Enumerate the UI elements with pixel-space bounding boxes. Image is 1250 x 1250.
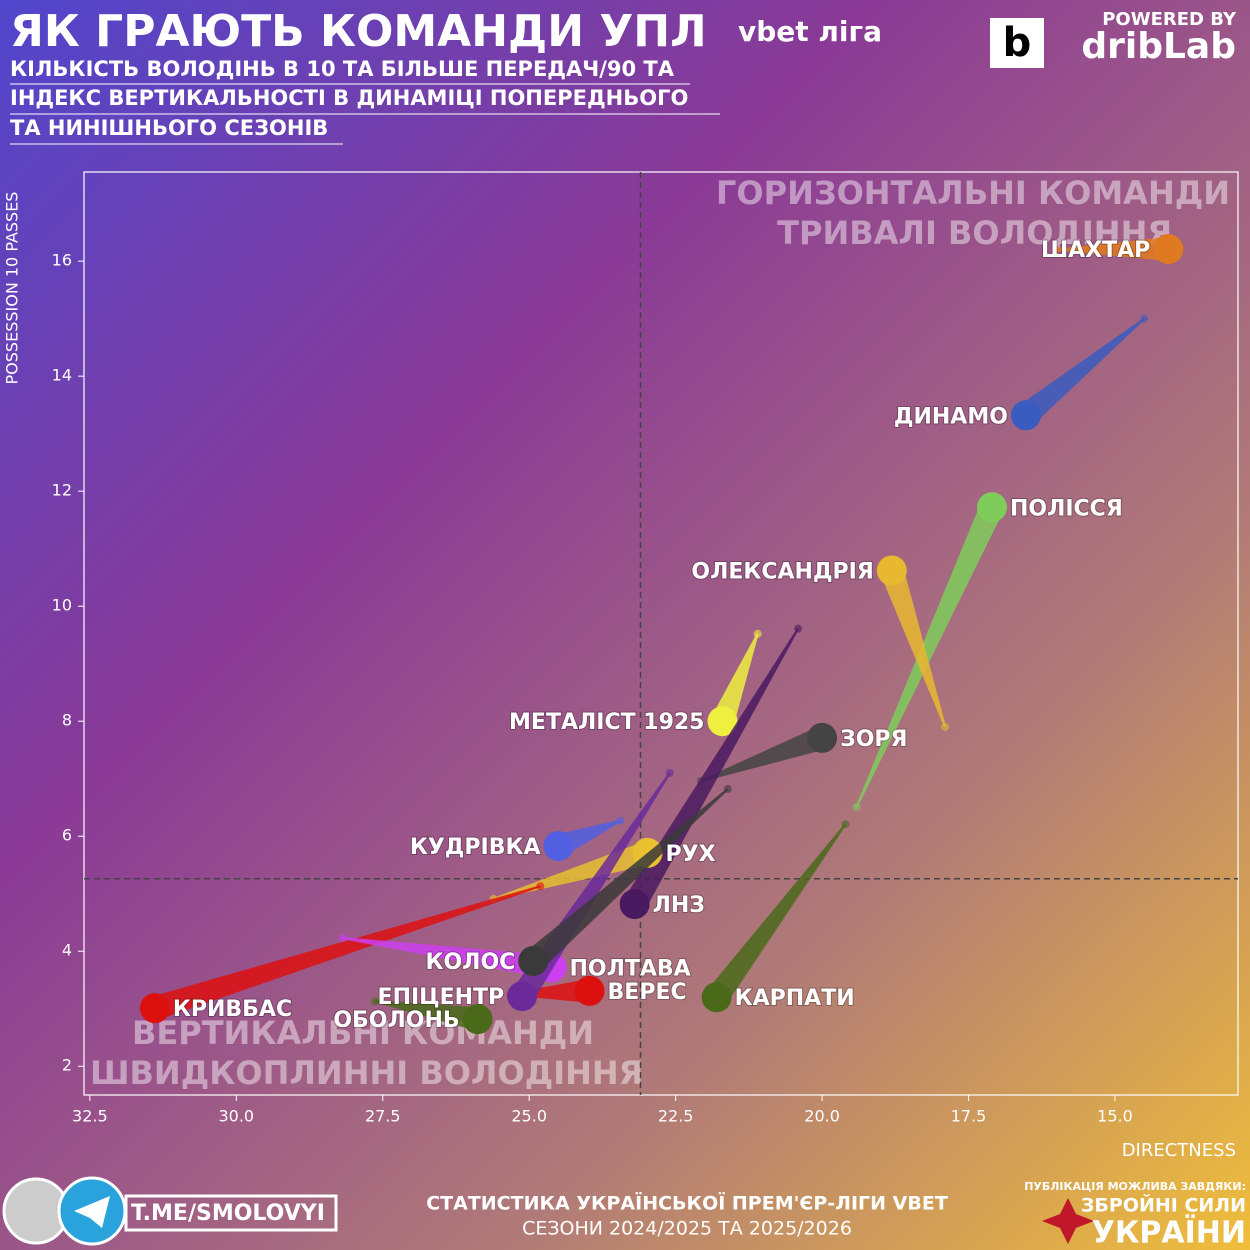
brand: dribLab <box>1081 26 1236 67</box>
current-season-point <box>707 706 738 737</box>
team-label: МЕТАЛІСТ 1925 <box>509 710 704 735</box>
previous-season-point <box>616 816 625 825</box>
thanks: ПУБЛІКАЦІЯ МОЖЛИВА ЗАВДЯКИ: <box>1024 1180 1246 1193</box>
subtitle: ТА НИНІШНЬОГО СЕЗОНІВ <box>10 116 328 140</box>
brand-logo-b: b <box>1003 20 1032 66</box>
team-label: ОЛЕКСАНДРІЯ <box>691 560 873 585</box>
previous-season-point <box>852 802 861 811</box>
team-label: ОБОЛОНЬ <box>333 1008 459 1033</box>
x-tick-label: 27.5 <box>365 1107 401 1126</box>
x-axis-label: DIRECTNESS <box>1122 1140 1236 1161</box>
x-tick-label: 15.0 <box>1097 1107 1133 1126</box>
trajectory <box>700 726 827 782</box>
previous-season-point <box>723 785 732 794</box>
y-tick-label: 2 <box>62 1056 72 1075</box>
team-label: КУДРІВКА <box>410 835 541 860</box>
trajectory <box>711 633 759 726</box>
previous-season-point <box>338 934 347 943</box>
previous-season-point <box>536 882 545 891</box>
x-tick-label: 25.0 <box>511 1107 547 1126</box>
current-season-point <box>619 889 650 920</box>
team-label: КОЛОС <box>425 950 515 975</box>
seasons-line: СЕЗОНИ 2024/2025 ТА 2025/2026 <box>522 1218 852 1240</box>
y-tick-label: 14 <box>52 366 72 385</box>
stats-line: СТАТИСТИКА УКРАЇНСЬКОЇ ПРЕМ'ЄР-ЛІГИ VBET <box>426 1191 948 1215</box>
title: ЯК ГРАЮТЬ КОМАНДИ УПЛ <box>10 6 707 57</box>
y-tick-label: 6 <box>62 826 72 845</box>
subtitle: ІНДЕКС ВЕРТИКАЛЬНОСТІ В ДИНАМІЦІ ПОПЕРЕД… <box>10 86 688 110</box>
trajectory <box>151 885 541 1020</box>
x-tick-label: 17.5 <box>951 1107 987 1126</box>
team-label: КАРПАТИ <box>735 986 855 1011</box>
army-line: ЗБРОЙНІ СИЛИ <box>1081 1194 1246 1217</box>
trajectory <box>1056 237 1169 262</box>
powered-by: POWERED BY <box>1102 9 1237 30</box>
team-label: ЕПІЦЕНТР <box>378 985 505 1010</box>
current-season-point <box>543 830 574 861</box>
telegram-plane <box>74 1196 110 1228</box>
x-tick-label: 20.0 <box>804 1107 840 1126</box>
trajectory <box>374 1000 480 1031</box>
subtitle: КІЛЬКІСТЬ ВОЛОДІНЬ В 10 ТА БІЛЬШЕ ПЕРЕДА… <box>10 57 675 81</box>
team-label: РУХ <box>666 842 716 867</box>
quadrant-label: ВЕРТИКАЛЬНІ КОМАНДИ <box>132 1014 594 1052</box>
current-season-point <box>462 1004 493 1035</box>
y-tick-label: 16 <box>52 251 72 270</box>
previous-season-point <box>794 624 803 633</box>
current-season-point <box>701 982 732 1013</box>
current-season-point <box>976 492 1007 523</box>
team-label: ПОЛТАВА <box>569 956 690 981</box>
plot-frame <box>83 171 1239 1096</box>
army-line: УКРАЇНИ <box>1092 1215 1246 1250</box>
previous-season-point <box>753 629 762 638</box>
quadrant-label: ГОРИЗОНТАЛЬНІ КОМАНДИ <box>716 174 1230 212</box>
x-tick-label: 32.5 <box>72 1107 108 1126</box>
current-season-point <box>139 993 170 1024</box>
current-season-point <box>574 975 605 1006</box>
previous-season-point <box>1140 314 1149 323</box>
previous-season-point <box>941 722 950 731</box>
trajectory <box>525 788 729 970</box>
y-tick-label: 10 <box>52 596 72 615</box>
trajectory <box>855 502 1003 808</box>
previous-season-point <box>841 820 850 829</box>
current-season-point <box>1010 400 1041 431</box>
league-logo: vbet ліга <box>738 15 882 48</box>
previous-season-point <box>371 997 380 1006</box>
quadrant-label: ШВИДКОПЛИННІ ВОЛОДІННЯ <box>90 1054 643 1092</box>
y-axis-label: POSSESSION 10 PASSES <box>3 192 22 385</box>
team-label: ПОЛІССЯ <box>1010 496 1123 521</box>
brand-logo <box>990 18 1044 68</box>
trajectory <box>342 937 554 980</box>
army-emblem <box>1042 1198 1094 1244</box>
previous-season-point <box>665 768 674 777</box>
link[interactable]: T.ME/SMOLOVYI <box>131 1201 325 1226</box>
x-tick-label: 30.0 <box>218 1107 254 1126</box>
team-label: ВЕРЕС <box>608 980 687 1005</box>
current-season-point <box>876 555 907 586</box>
x-tick-label: 22.5 <box>658 1107 694 1126</box>
current-season-point <box>1153 234 1184 265</box>
current-season-point <box>807 722 838 753</box>
trajectory <box>880 566 947 728</box>
team-label: КРИВБАС <box>173 997 292 1022</box>
current-season-point <box>518 946 549 977</box>
team-label: ЛНЗ <box>653 893 705 918</box>
trajectory <box>707 823 847 1005</box>
link-box[interactable] <box>124 1194 338 1232</box>
previous-season-point <box>1052 245 1061 254</box>
team-label: ЗОРЯ <box>840 727 907 752</box>
trajectory <box>1018 317 1145 425</box>
y-tick-label: 12 <box>52 481 72 500</box>
current-season-point <box>507 981 538 1012</box>
y-tick-label: 8 <box>62 711 72 730</box>
y-tick-label: 4 <box>62 941 72 960</box>
team-label: ДИНАМО <box>894 404 1008 429</box>
team-label: ШАХТАР <box>1041 238 1150 263</box>
